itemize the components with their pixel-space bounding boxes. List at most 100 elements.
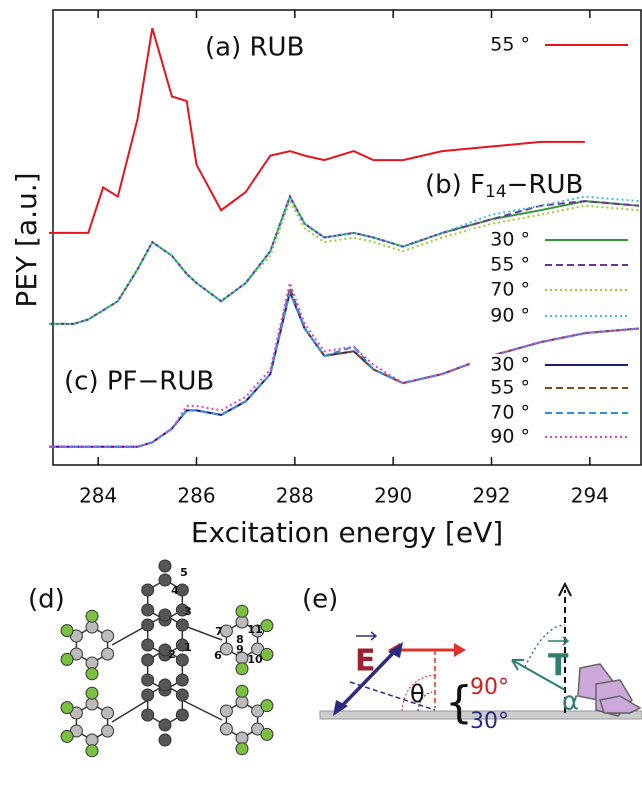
panel-label: (d) <box>28 585 65 615</box>
atom <box>175 638 189 652</box>
x-tick-label: 286 <box>177 484 215 508</box>
atom <box>60 729 74 743</box>
panel-e: (e) T α E θ { 90° 30° <box>302 581 642 734</box>
atom <box>219 722 233 736</box>
surface <box>319 710 642 720</box>
x-axis-label: Excitation energy [eV] <box>191 516 503 549</box>
atom-number: 5 <box>180 566 188 579</box>
atom <box>235 695 249 709</box>
angle-label: 30° <box>470 709 509 734</box>
legend-label: 55 ° <box>490 377 530 399</box>
brace: { <box>445 677 473 728</box>
y-axis-label: PEY [a.u.] <box>10 172 43 307</box>
panel-label: (e) <box>302 585 338 615</box>
x-tick-label: 284 <box>79 484 117 508</box>
x-tick-label: 290 <box>374 484 412 508</box>
e-label: E <box>355 644 376 679</box>
annotation: (c) PF−RUB <box>64 367 214 397</box>
legend-label: 30 ° <box>490 229 530 251</box>
atom-number: 2 <box>168 648 176 661</box>
legend-bg <box>470 377 640 399</box>
arrow-head <box>558 581 572 597</box>
bond <box>181 624 223 641</box>
atom <box>235 662 249 676</box>
atom <box>141 583 155 597</box>
molecule-sketch <box>577 663 642 717</box>
atom <box>175 618 189 632</box>
atom <box>175 673 189 687</box>
e-vector-30 <box>336 646 400 712</box>
atom <box>60 701 74 715</box>
annotation: (a) RUB <box>205 33 304 63</box>
legend-label: 90 ° <box>490 305 530 327</box>
atom <box>175 688 189 702</box>
atom <box>101 706 115 720</box>
atom <box>85 609 99 623</box>
atom <box>85 744 99 758</box>
atom <box>235 731 249 745</box>
atom <box>235 742 249 756</box>
plot-frame <box>52 9 642 466</box>
atom <box>158 608 172 622</box>
atom <box>175 653 189 667</box>
atom <box>158 643 172 657</box>
annotation-part: (b) F <box>425 170 485 200</box>
legend-label: 55 ° <box>490 254 530 276</box>
annotation-part: 14 <box>485 182 507 202</box>
arrow-head <box>333 642 403 716</box>
atom <box>101 724 115 738</box>
atom <box>219 624 233 638</box>
bond <box>181 699 223 721</box>
atom <box>141 618 155 632</box>
atom <box>141 673 155 687</box>
atom <box>158 573 172 587</box>
bond <box>111 624 149 646</box>
atom <box>85 733 99 747</box>
atom <box>141 653 155 667</box>
atom-number: 4 <box>171 584 179 597</box>
bond <box>111 699 149 723</box>
atom <box>219 642 233 656</box>
atom <box>141 688 155 702</box>
atom-number: 11 <box>247 623 262 636</box>
theta-arc <box>417 691 433 712</box>
atom <box>141 708 155 722</box>
legend-label: 30 ° <box>490 354 530 376</box>
atom-number: 7 <box>215 625 223 638</box>
atom <box>60 652 74 666</box>
alpha-label: α <box>562 687 579 717</box>
atom-number: 3 <box>184 605 192 618</box>
atom <box>175 603 189 617</box>
theta-label: θ <box>410 680 425 708</box>
atom <box>85 656 99 670</box>
atom <box>158 733 172 747</box>
atom <box>60 624 74 638</box>
atom <box>235 615 249 629</box>
theta-arc <box>401 674 436 712</box>
atom <box>85 667 99 681</box>
atom <box>260 699 274 713</box>
legend-bg <box>470 402 640 424</box>
transition-vector <box>511 659 566 691</box>
atom <box>101 647 115 661</box>
atom <box>260 647 274 661</box>
e-dashed-30 <box>349 681 436 711</box>
atom <box>158 559 172 573</box>
atom <box>219 704 233 718</box>
legend-label: 70 ° <box>490 402 530 424</box>
t-label: T <box>548 649 569 684</box>
atom <box>158 718 172 732</box>
atom <box>141 638 155 652</box>
spectrum-line <box>49 194 640 325</box>
legend-label: 70 ° <box>490 279 530 301</box>
legend-bg <box>470 254 640 276</box>
angle-label: 90° <box>470 675 509 700</box>
x-tick-label: 288 <box>276 484 314 508</box>
atom <box>235 684 249 698</box>
atom-number: 6 <box>214 649 222 662</box>
atom <box>260 619 274 633</box>
atom <box>85 620 99 634</box>
x-tick-label: 292 <box>472 484 510 508</box>
atom <box>85 686 99 700</box>
